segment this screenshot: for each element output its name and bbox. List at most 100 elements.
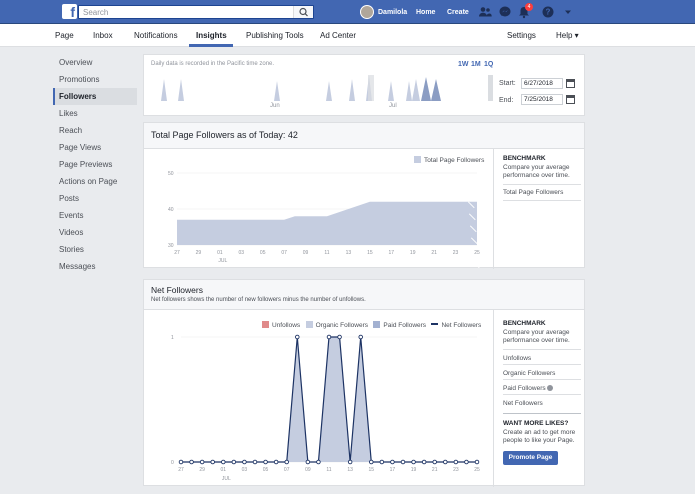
net-followers-subtitle: Net followers shows the number of new fo… — [151, 297, 366, 303]
facebook-logo[interactable]: f — [62, 4, 77, 19]
x-tick-label: 29 — [199, 467, 205, 473]
benchmark-panel: BENCHMARK Compare your average performan… — [503, 320, 581, 445]
y-tick-label: 50 — [168, 171, 174, 177]
tab-page[interactable]: Page — [55, 31, 74, 40]
divider — [493, 310, 494, 487]
legend-label: Paid Followers — [383, 322, 427, 329]
messenger-icon[interactable] — [498, 5, 512, 19]
benchmark-item-unfollows[interactable]: Unfollows — [503, 349, 581, 364]
net-followers-point — [369, 459, 374, 465]
chevron-down-icon[interactable] — [561, 5, 575, 19]
hatch-line — [469, 225, 477, 233]
x-tick-label: 27 — [174, 250, 180, 256]
tab-inbox[interactable]: Inbox — [93, 31, 113, 40]
friends-icon[interactable] — [478, 5, 492, 19]
help-menu[interactable]: Help ▾ — [556, 31, 579, 40]
x-tick-label: 01 — [221, 467, 227, 473]
search-icon — [299, 7, 308, 17]
net-followers-point — [337, 334, 342, 340]
benchmark-item-paid-followers[interactable]: Paid Followers — [503, 379, 581, 394]
benchmark-item-net-followers[interactable]: Net Followers — [503, 394, 581, 409]
legend-swatch — [431, 323, 439, 325]
sidebar-item-videos[interactable]: Videos — [59, 228, 84, 237]
sidebar-item-likes[interactable]: Likes — [59, 109, 78, 118]
net-followers-card: Net Followers Net followers shows the nu… — [143, 279, 585, 487]
profile-link[interactable]: Damilola — [360, 0, 407, 24]
net-followers-point — [347, 459, 353, 465]
x-sub-label: JUL — [222, 476, 231, 482]
net-followers-point — [411, 459, 416, 465]
tab-notifications[interactable]: Notifications — [134, 31, 178, 40]
net-followers-point — [464, 459, 469, 465]
timeline-sparkline[interactable] — [144, 55, 586, 117]
benchmark-item-total-page-followers[interactable]: Total Page Followers — [503, 184, 581, 196]
help-icon[interactable]: ? — [541, 5, 555, 19]
settings-link[interactable]: Settings — [507, 31, 536, 40]
net-followers-point — [295, 334, 300, 340]
x-tick-label: 03 — [242, 467, 248, 473]
notification-badge: 4 — [525, 3, 533, 11]
chart-legend[interactable]: Unfollows Organic Followers Paid Followe… — [262, 321, 481, 329]
x-tick-label: 27 — [178, 467, 184, 473]
net-followers-point — [210, 459, 215, 465]
net-followers-point — [221, 459, 226, 465]
sidebar-item-posts[interactable]: Posts — [59, 194, 80, 203]
total-followers-chart[interactable]: 30 40 50 27 29 01 03 05 07 09 11 13 15 17 19 21 23 25 JUL — [144, 149, 494, 269]
sidebar-item-reach[interactable]: Reach — [59, 126, 83, 135]
x-tick-label: 11 — [326, 467, 331, 473]
chart-legend[interactable]: Total Page Followers — [414, 156, 484, 164]
month-label-jun: Jun — [270, 103, 280, 109]
x-tick-label: 13 — [347, 467, 353, 473]
create-link[interactable]: Create — [447, 8, 469, 16]
area-total-page-followers — [177, 201, 477, 245]
net-followers-point — [453, 459, 459, 465]
card-header: Total Page Followers as of Today: 42 — [144, 123, 584, 149]
benchmark-panel: BENCHMARK Compare your average performan… — [503, 155, 581, 201]
tab-publishing-tools[interactable]: Publishing Tools — [246, 31, 304, 40]
divider — [493, 149, 494, 269]
x-tick-label: 21 — [431, 250, 437, 256]
search-button[interactable] — [293, 6, 313, 18]
sidebar-item-followers[interactable]: Followers — [53, 88, 137, 105]
info-icon[interactable] — [547, 385, 554, 391]
month-label-jul: Jul — [389, 103, 397, 109]
sidebar-item-page-views[interactable]: Page Views — [59, 143, 102, 152]
net-followers-point — [358, 334, 363, 340]
sidebar-item-events[interactable]: Events — [59, 211, 84, 220]
tab-insights[interactable]: Insights — [196, 31, 227, 40]
sidebar-item-messages[interactable]: Messages — [59, 262, 96, 271]
sidebar-item-promotions[interactable]: Promotions — [59, 75, 100, 84]
divider — [503, 200, 581, 201]
end-date-input[interactable]: 7/25/2018 — [521, 94, 563, 105]
benchmark-desc: Compare your average performance over ti… — [503, 164, 570, 179]
benchmark-item-organic-followers[interactable]: Organic Followers — [503, 364, 581, 379]
net-followers-point — [400, 459, 406, 465]
tab-ad-center[interactable]: Ad Center — [320, 31, 357, 40]
calendar-icon[interactable] — [566, 95, 575, 104]
y-tick-label: 1 — [171, 335, 174, 341]
net-followers-point — [316, 459, 321, 465]
range-1m-button[interactable]: 1M — [471, 61, 481, 68]
calendar-icon[interactable] — [566, 79, 575, 88]
search-box — [78, 5, 314, 19]
sidebar-item-stories[interactable]: Stories — [59, 245, 84, 254]
legend-label: Organic Followers — [315, 322, 368, 329]
hatch-line — [468, 213, 476, 221]
x-tick-label: 09 — [303, 250, 309, 256]
divider — [503, 413, 581, 414]
sidebar-item-actions-on-page[interactable]: Actions on Page — [59, 177, 118, 186]
x-tick-label: 17 — [389, 250, 395, 256]
sidebar-item-page-previews[interactable]: Page Previews — [59, 160, 113, 169]
net-followers-point — [242, 459, 247, 465]
search-input[interactable] — [79, 6, 289, 18]
end-label: End: — [499, 97, 514, 104]
range-1q-button[interactable]: 1Q — [484, 61, 494, 68]
promote-page-button[interactable]: Promote Page — [503, 451, 558, 465]
top-bar: f Damilola Home Create 4 ? — [0, 0, 695, 24]
start-date-input[interactable]: 6/27/2018 — [521, 78, 563, 89]
sidebar-item-overview[interactable]: Overview — [59, 58, 93, 67]
net-followers-point — [443, 459, 448, 465]
range-1w-button[interactable]: 1W — [458, 61, 469, 68]
home-link[interactable]: Home — [416, 8, 436, 16]
